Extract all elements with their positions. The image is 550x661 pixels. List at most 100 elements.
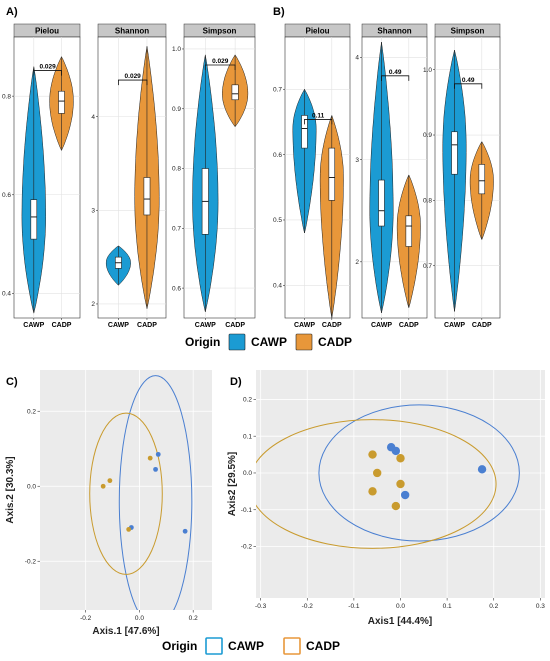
panel-b-facet-shannon-ytick-label: 2 (355, 259, 359, 266)
panel-a-facet-shannon: Shannon 2 3 4 CAWP CADP 0.029 (91, 23, 167, 329)
legend-top-swatch-cawp (228, 333, 246, 351)
panel-a-facet-simpson-pvalue: 0.029 (212, 58, 229, 65)
panel-c-data-layer (89, 375, 193, 610)
panel-a-facet-shannon-xtick-label-cawp: CAWP (108, 322, 129, 329)
panel-d-label: D) (230, 376, 242, 388)
panel-d-ytick-label: 0.1 (243, 433, 252, 440)
panel-b-facet-pielou-ytick-label: 0.5 (273, 217, 282, 224)
panel-a-facet-shannon-pvalue-bracket (118, 79, 148, 86)
panel-b-facet-pielou-ytick-label: 0.6 (273, 152, 282, 159)
panel-a-facet-pielou-ytick-label: 0.8 (2, 93, 11, 100)
panel-c-xtick-label: 0.2 (189, 615, 198, 622)
panel-c-ellipse-cadp (89, 412, 163, 575)
panel-b-facet-shannon: Shannon 2 3 4 CAWP CADP 0.49 (355, 23, 428, 329)
panel-b-facet-shannon-box-cadp (405, 215, 413, 247)
panel-b-facet-shannon-strip-label: Shannon (377, 27, 411, 36)
panel-a-facet-shannon-strip-label: Shannon (115, 27, 149, 36)
panel-c-point-cawp (153, 466, 158, 472)
panel-b-facet-shannon-ytick-label: 3 (355, 157, 359, 164)
panel-a-facet-shannon-pvalue: 0.029 (125, 73, 142, 80)
panel-a-facet-simpson-box-cadp (231, 84, 239, 101)
panel-a-facet-simpson-xtick-label-cadp: CADP (225, 322, 245, 329)
panel-a-facet-simpson-xtick-label-cawp: CAWP (195, 322, 216, 329)
legend-top-item-cadp: CADP (318, 335, 352, 349)
panel-d-xtick-label: -0.2 (302, 603, 314, 610)
panel-b: B) Pielou 0.4 0.5 0.6 0.7 CAWP CADP 0.11 Shannon… (273, 6, 501, 329)
panel-b-facet-simpson-pvalue: 0.49 (462, 77, 475, 84)
panel-a-facet-shannon-box-cadp (143, 177, 151, 216)
legend-bottom-title: Origin (162, 639, 197, 653)
panel-b-facet-simpson-box-cawp (451, 131, 458, 175)
panel-d-ytick-label: 0.0 (243, 470, 252, 477)
panel-d-xtick-label: 0.0 (396, 603, 405, 610)
panel-b-facet-simpson-ytick-label: 0.7 (423, 263, 432, 270)
panel-b-facet-shannon-box-cawp (378, 179, 385, 227)
panel-d-point-cawp (391, 446, 401, 456)
panel-a-facet-simpson-ytick-label: 1.0 (172, 46, 181, 53)
panel-c-xtick-label: 0.0 (135, 615, 144, 622)
panel-b-facet-pielou-pvalue-bracket (304, 119, 333, 125)
panel-b-facet-shannon-ytick-label: 4 (355, 55, 359, 62)
panel-d-xtick-label: -0.1 (348, 603, 360, 610)
panel-a-facet-pielou-ytick-label: 0.4 (2, 291, 11, 298)
panel-c: C) -0.2 0.0 0.2 -0.2 0.0 0.2 Axis.1 [47.6%] Axi… (5, 370, 212, 637)
panel-a-facet-simpson-ytick-label: 0.7 (172, 226, 181, 233)
panel-a-facet-simpson-ytick-label: 0.6 (172, 285, 181, 292)
panel-d: D) -0.3 -0.2 -0.1 0.0 0.1 0.2 0.3 -0.2 -0.1 0.0 0.… (227, 370, 545, 627)
panel-a-facet-pielou-xtick-label-cadp: CADP (52, 322, 72, 329)
panel-a-facet-shannon-ytick-label: 4 (91, 114, 95, 121)
panel-b-facet-simpson-ytick-label: 0.9 (423, 132, 432, 139)
panel-d-point-cawp (400, 490, 410, 500)
panel-b-facet-simpson-xtick-label-cawp: CAWP (444, 322, 465, 329)
panel-a-facet-shannon-ytick-label: 2 (91, 301, 95, 308)
panel-a-label: A) (6, 6, 18, 18)
panel-c-ellipse-cawp (118, 375, 193, 610)
panel-a-facet-simpson-ytick-label: 0.9 (172, 106, 181, 113)
panel-a-facet-pielou-pvalue-bracket (33, 70, 62, 76)
panel-a-facet-pielou-pvalue: 0.029 (40, 64, 57, 71)
panel-b-label: B) (273, 6, 285, 18)
panel-b-facet-simpson-box-cadp (478, 164, 486, 195)
panel-b-facet-shannon-xtick-label-cadp: CADP (399, 322, 419, 329)
panel-a-facet-pielou: Pielou 0.4 0.6 0.8 CAWP CADP 0.029 (2, 23, 81, 329)
panel-c-y-axis-title: Axis.2 [30.3%] (5, 456, 16, 523)
panel-c-point-cadp (126, 526, 132, 532)
panel-b-facet-pielou-box-cawp (301, 115, 308, 149)
panel-a-facet-pielou-xtick-label-cawp: CAWP (23, 322, 44, 329)
panel-b-facet-pielou-box-cadp (328, 147, 336, 201)
panel-b-facet-pielou-ytick-label: 0.7 (273, 86, 282, 93)
panel-a-facet-shannon-ytick-label: 3 (91, 207, 95, 214)
panel-b-facet-pielou-pvalue: 0.11 (312, 112, 325, 119)
panel-c-point-cadp (100, 483, 106, 489)
legend-bottom-item-cawp: CAWP (228, 639, 264, 653)
panel-b-facet-shannon-xtick-label-cawp: CAWP (371, 322, 392, 329)
legend-bottom: Origin CAWP CADP (162, 637, 340, 655)
panel-d-data-layer (256, 404, 520, 549)
panel-c-ytick-label: 0.2 (27, 408, 36, 415)
panel-c-point-cadp (147, 455, 153, 461)
panel-b-facet-simpson-ytick-label: 1.0 (423, 67, 432, 74)
panel-d-xtick-label: 0.2 (489, 603, 498, 610)
panel-d-x-axis-title: Axis1 [44.4%] (368, 616, 432, 627)
panel-d-xtick-label: 0.3 (536, 603, 545, 610)
panel-b-facet-pielou: Pielou 0.4 0.5 0.6 0.7 CAWP CADP 0.11 (273, 23, 351, 329)
panel-b-facet-simpson-xtick-label-cadp: CADP (472, 322, 492, 329)
panel-d-ellipse-cadp (256, 419, 497, 549)
panel-b-facet-simpson: Simpson 0.7 0.8 0.9 1.0 CAWP CADP 0.49 (423, 23, 501, 329)
panel-a-facet-simpson-ytick-label: 0.8 (172, 166, 181, 173)
panel-b-facet-pielou-ytick-label: 0.4 (273, 283, 282, 290)
panel-a-facet-pielou-box-cawp (30, 199, 38, 240)
panel-d-ytick-label: 0.2 (243, 397, 252, 404)
panel-c-plot-area (40, 370, 212, 610)
legend-bottom-swatch-cadp (283, 637, 301, 655)
panel-c-ytick-label: -0.2 (25, 558, 37, 565)
legend-bottom-item-cadp: CADP (306, 639, 340, 653)
panel-b-facet-pielou-strip-label: Pielou (305, 27, 329, 36)
panel-a-facet-simpson: Simpson 0.6 0.7 0.8 0.9 1.0 CAWP CADP 0.029 (172, 23, 256, 329)
panel-a-facet-simpson-pvalue-bracket (204, 64, 236, 70)
legend-top-title: Origin (185, 335, 220, 349)
panel-d-point-cadp (372, 468, 382, 478)
legend-top: Origin CAWP CADP (185, 333, 352, 351)
panel-b-facet-simpson-strip-label: Simpson (451, 27, 485, 36)
